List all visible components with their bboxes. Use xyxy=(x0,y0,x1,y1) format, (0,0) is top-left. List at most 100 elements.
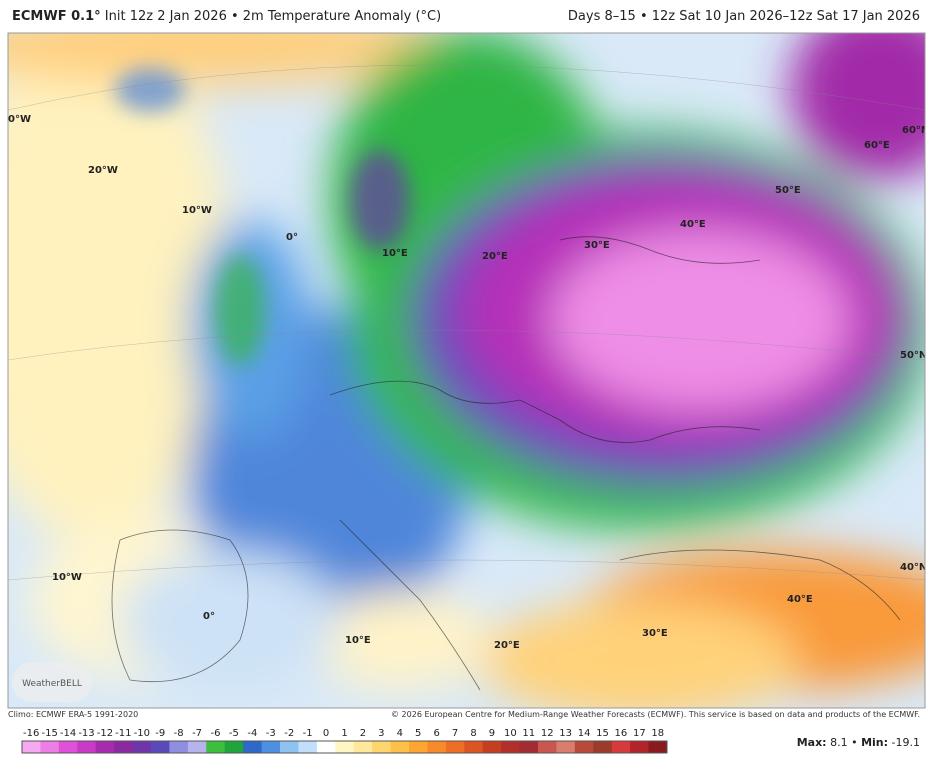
colorbar-label: -6 xyxy=(211,728,221,739)
colorbar-cell xyxy=(409,741,428,753)
map-label: 0° xyxy=(203,611,215,622)
colorbar-cell xyxy=(464,741,484,753)
colorbar-cell xyxy=(611,741,631,753)
colorbar-label: 3 xyxy=(378,728,384,739)
model: ECMWF 0.1° xyxy=(12,9,101,24)
colorbar-label: 14 xyxy=(578,728,591,739)
colorbar-label: -4 xyxy=(247,728,257,739)
colorbar-frame xyxy=(21,740,668,754)
period: Days 8–15 • 12z Sat 10 Jan 2026–12z Sat … xyxy=(568,9,920,24)
map-label: 20°W xyxy=(88,165,118,176)
colorbar-label: -13 xyxy=(78,728,94,739)
colorbar-label: -9 xyxy=(155,728,165,739)
colorbar-cell xyxy=(95,741,115,753)
colorbar-label: -15 xyxy=(41,728,57,739)
min-label: Min: xyxy=(861,736,888,749)
climo: Climo: ECMWF ERA-5 1991-2020 xyxy=(8,710,138,719)
logo: WeatherBELL xyxy=(22,679,82,689)
colorbar-cell xyxy=(353,741,373,753)
colorbar-cell xyxy=(556,741,576,753)
colorbar-label: 1 xyxy=(341,728,347,739)
map-label: 20°E xyxy=(482,251,508,262)
map-label: 40°E xyxy=(787,594,813,605)
colorbar-label: -2 xyxy=(284,728,294,739)
colorbar-label: -1 xyxy=(303,728,313,739)
colorbar-cell xyxy=(519,741,539,753)
map-label: 10°W xyxy=(52,572,82,583)
colorbar-cell xyxy=(593,741,613,753)
map-label: 10°W xyxy=(182,205,212,216)
colorbar-label: 9 xyxy=(489,728,495,739)
map-label: 50°E xyxy=(775,185,801,196)
colorbar-cell xyxy=(445,741,465,753)
map-label: 40°N xyxy=(900,562,927,573)
header: ECMWF 0.1° Init 12z 2 Jan 2026 • 2m Temp… xyxy=(12,9,441,24)
colorbar-label: -3 xyxy=(266,728,276,739)
colorbar-cell xyxy=(77,741,97,753)
map-label: 10°E xyxy=(345,635,371,646)
map-label: 30°E xyxy=(642,628,668,639)
copyright: © 2026 European Centre for Medium-Range … xyxy=(391,710,920,719)
colorbar-label: -10 xyxy=(134,728,150,739)
colorbar-cell xyxy=(169,741,189,753)
colorbar-cell xyxy=(482,741,502,753)
colorbar-cell xyxy=(224,741,244,753)
colorbar-label: 11 xyxy=(522,728,535,739)
map-label: 10°E xyxy=(382,248,408,259)
colorbar-label: 6 xyxy=(433,728,439,739)
colorbar-label: 13 xyxy=(559,728,572,739)
colorbar-label: -7 xyxy=(192,728,202,739)
colorbar-cell xyxy=(261,741,281,753)
colorbar-cell xyxy=(206,741,226,753)
map-frame xyxy=(7,32,926,709)
colorbar-cell xyxy=(22,741,41,753)
colorbar-cell xyxy=(335,741,355,753)
colorbar-cell xyxy=(132,741,152,753)
colorbar-cell xyxy=(501,741,521,753)
map-label: 50°N xyxy=(900,350,927,361)
colorbar-label: 8 xyxy=(470,728,476,739)
colorbar-cell xyxy=(243,741,263,753)
min-value: -19.1 xyxy=(892,736,920,749)
map-label: 0°W xyxy=(8,114,31,125)
colorbar-label: 7 xyxy=(452,728,458,739)
max-value: 8.1 xyxy=(830,736,848,749)
colorbar-cell xyxy=(40,741,60,753)
colorbar-cell xyxy=(574,741,594,753)
colorbar-cell xyxy=(372,741,392,753)
colorbar-cell xyxy=(538,741,557,753)
colorbar-label: 4 xyxy=(397,728,403,739)
colorbar-label: 17 xyxy=(633,728,646,739)
colorbar-label: 15 xyxy=(596,728,609,739)
colorbar-cell xyxy=(114,741,134,753)
colorbar-cell xyxy=(630,741,650,753)
map-label: 40°E xyxy=(680,219,706,230)
max-label: Max: xyxy=(797,736,827,749)
colorbar-cell xyxy=(427,741,447,753)
colorbar-label: 12 xyxy=(541,728,554,739)
colorbar-label: 16 xyxy=(615,728,628,739)
colorbar-label: 18 xyxy=(651,728,664,739)
stats: Max: 8.1 • Min: -19.1 xyxy=(797,736,920,749)
map-label: 0° xyxy=(286,232,298,243)
colorbar-label: -8 xyxy=(174,728,184,739)
colorbar-cell xyxy=(187,741,207,753)
colorbar-label: -16 xyxy=(23,728,39,739)
map-label: 60°N xyxy=(902,125,929,136)
colorbar-cell xyxy=(298,741,318,753)
map-label: 60°E xyxy=(864,140,890,151)
colorbar-label: 5 xyxy=(415,728,421,739)
colorbar-label: 2 xyxy=(360,728,366,739)
colorbar-cell xyxy=(280,741,299,753)
colorbar-cell xyxy=(316,741,336,753)
colorbar-label: -11 xyxy=(115,728,131,739)
colorbar-label: 0 xyxy=(323,728,329,739)
colorbar-label: -5 xyxy=(229,728,239,739)
colorbar: -16 -15 -14 -13 -12 -11 -10 -9 -8 -7 -6 -5 -4 -3 -2 -1 0… xyxy=(21,728,668,754)
colorbar-label: -12 xyxy=(97,728,113,739)
colorbar-label: 10 xyxy=(504,728,517,739)
colorbar-cell xyxy=(390,741,410,753)
map-label: 20°E xyxy=(494,640,520,651)
colorbar-cell xyxy=(151,741,170,753)
